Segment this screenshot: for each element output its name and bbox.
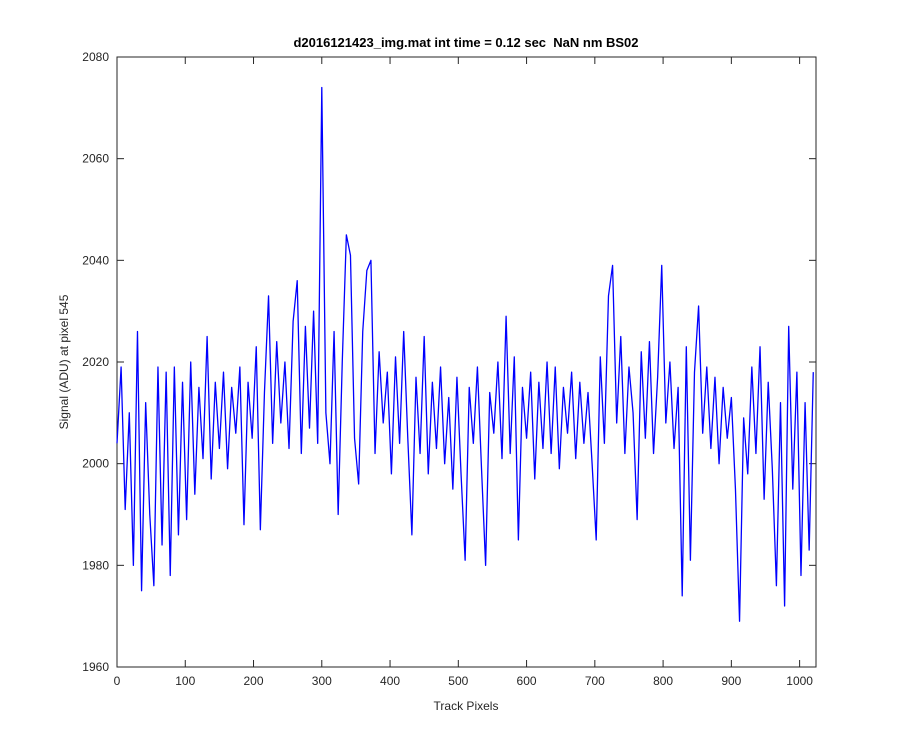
y-tick-label: 2020	[82, 355, 109, 369]
chart-title: d2016121423_img.mat int time = 0.12 sec …	[293, 35, 638, 50]
y-tick-label: 2040	[82, 253, 109, 267]
y-tick-label: 2080	[82, 50, 109, 64]
x-tick-label: 900	[721, 674, 741, 688]
y-axis-label: Signal (ADU) at pixel 545	[57, 294, 71, 429]
y-tick-label: 2000	[82, 457, 109, 471]
x-tick-label: 400	[380, 674, 400, 688]
x-tick-label: 800	[653, 674, 673, 688]
plot-box	[116, 56, 817, 668]
x-tick-label: 600	[517, 674, 537, 688]
x-tick-label: 700	[585, 674, 605, 688]
x-tick-label: 1000	[786, 674, 813, 688]
x-tick-label: 0	[114, 674, 121, 688]
x-tick-label: 500	[448, 674, 468, 688]
y-tick-label: 1980	[82, 558, 109, 572]
y-tick-label: 1960	[82, 660, 109, 674]
x-axis-label: Track Pixels	[434, 699, 499, 713]
x-tick-label: 100	[175, 674, 195, 688]
x-tick-label: 200	[244, 674, 264, 688]
y-tick-label: 2060	[82, 152, 109, 166]
data-line	[116, 86, 814, 622]
x-tick-label: 300	[312, 674, 332, 688]
